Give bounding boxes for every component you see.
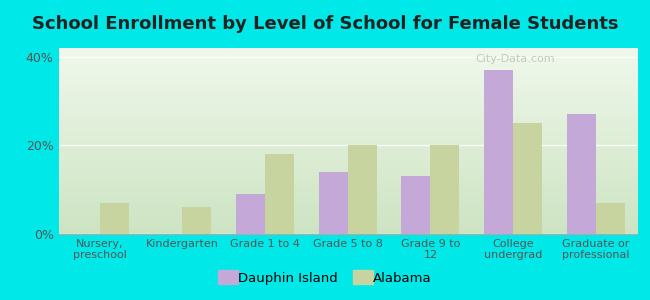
Bar bbox=[318, 172, 348, 234]
Bar bbox=[402, 176, 430, 234]
Legend: Dauphin Island, Alabama: Dauphin Island, Alabama bbox=[213, 266, 437, 290]
Bar bbox=[595, 203, 625, 234]
Bar bbox=[265, 154, 294, 234]
Bar bbox=[100, 203, 129, 234]
Bar bbox=[484, 70, 513, 234]
Bar bbox=[513, 123, 542, 234]
Bar bbox=[567, 114, 595, 234]
Text: School Enrollment by Level of School for Female Students: School Enrollment by Level of School for… bbox=[32, 15, 618, 33]
Bar bbox=[236, 194, 265, 234]
Bar bbox=[183, 207, 211, 234]
Text: City-Data.com: City-Data.com bbox=[475, 54, 554, 64]
Bar bbox=[348, 146, 377, 234]
Bar bbox=[430, 146, 460, 234]
